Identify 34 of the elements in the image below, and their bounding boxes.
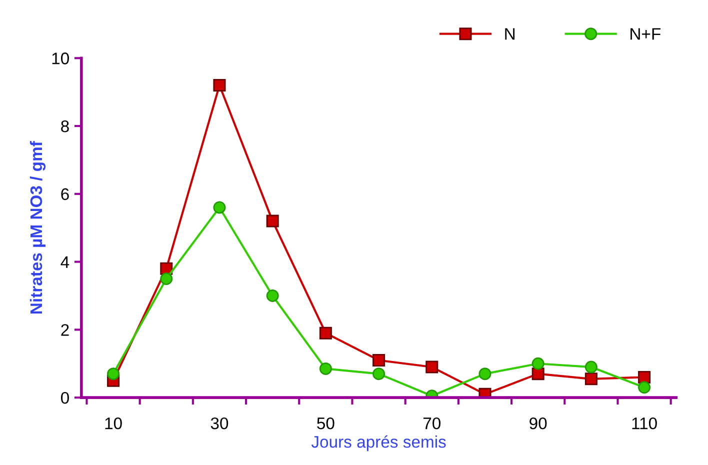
x-tick-label: 70: [423, 417, 440, 430]
point: [372, 368, 386, 380]
point: [584, 360, 598, 374]
point: [213, 79, 226, 92]
y-tick-label: 8: [61, 120, 69, 132]
y-tick-label: 6: [61, 188, 69, 200]
x-tick-label: 50: [317, 417, 334, 430]
point: [372, 354, 386, 366]
y-tick-label: 4: [60, 256, 70, 268]
y-axis-title: Nitrates µM NO3 / gmf: [30, 141, 46, 314]
point: [638, 381, 651, 394]
x-tick-label: 10: [105, 417, 122, 430]
x-tick-label: 110: [632, 417, 657, 430]
x-axis-title: Jours aprés semis: [311, 435, 446, 452]
point: [638, 370, 651, 384]
point: [319, 326, 332, 340]
point: [266, 214, 279, 228]
legend-label: N: [505, 28, 514, 40]
point: [213, 201, 226, 214]
point: [107, 368, 120, 380]
point: [532, 368, 544, 380]
x-tick-label: 30: [210, 417, 228, 430]
point: [319, 362, 332, 375]
point: [478, 368, 492, 380]
point: [532, 357, 544, 370]
y-tick-label: 2: [61, 324, 69, 336]
point: [266, 289, 279, 302]
point: [584, 372, 598, 386]
point: [426, 360, 438, 374]
x-tick-label: 90: [530, 417, 547, 430]
y-tick-label: 10: [52, 52, 69, 64]
legend-label: N+F: [630, 28, 660, 40]
point: [160, 272, 173, 286]
y-tick-label: 0: [60, 392, 69, 404]
